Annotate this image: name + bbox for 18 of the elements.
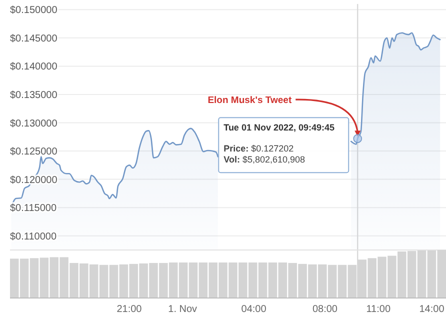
y-tick-label: $0.115000 [10, 203, 57, 214]
annotation: Elon Musk's Tweet [208, 94, 292, 106]
y-tick-label: $0.145000 [10, 33, 58, 44]
annotation: Vol: $5,802,610,908 [224, 154, 306, 165]
x-tick-label: 1. Nov [168, 304, 198, 315]
x-tick-label: 04:00 [241, 304, 267, 315]
y-tick-label: $0.140000 [10, 62, 58, 73]
x-tick-label: 21:00 [116, 304, 142, 315]
x-tick-label: 14:00 [419, 304, 445, 315]
y-tick-label: $0.110000 [10, 231, 57, 242]
x-tick-label: 08:00 [312, 304, 338, 315]
y-tick-label: $0.150000 [10, 5, 58, 16]
annotation: Tue 01 Nov 2022, 09:49:45 [224, 122, 335, 133]
annotation: Price: $0.127202 [224, 144, 294, 154]
y-tick-label: $0.135000 [10, 90, 58, 101]
x-tick-label: 11:00 [366, 304, 391, 315]
y-tick-label: $0.125000 [10, 146, 58, 158]
y-tick-label: $0.130000 [10, 118, 58, 130]
